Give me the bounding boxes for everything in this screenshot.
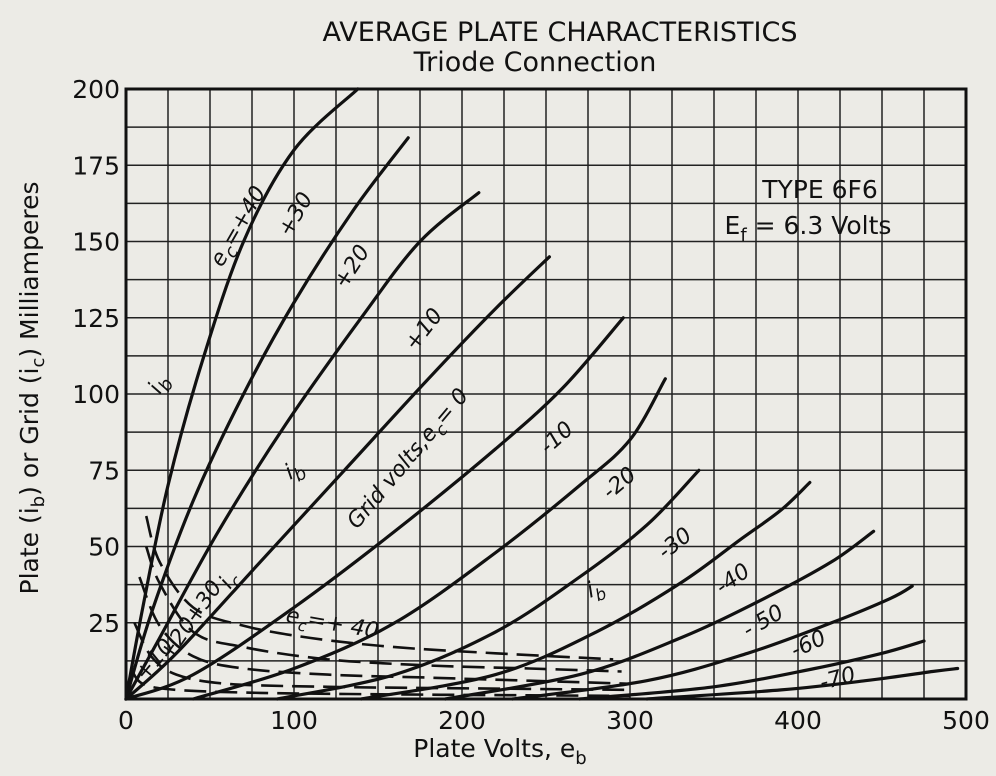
plate-curve-label: +30	[274, 188, 319, 241]
plate-curve	[124, 136, 410, 701]
grid-current-curve	[144, 515, 614, 661]
x-tick-label: 0	[118, 706, 134, 735]
plate-curve	[124, 191, 481, 701]
filament-voltage-sub: f	[740, 225, 747, 246]
y-tick-label: 175	[72, 151, 120, 180]
y-tick-label: 125	[72, 304, 120, 333]
y-tick-label: 75	[88, 456, 120, 485]
plate-curve	[124, 87, 360, 701]
grid-lines	[126, 89, 966, 699]
plate-curve	[645, 666, 960, 701]
plate-curve-label: +10	[400, 304, 448, 356]
plate-curve	[124, 316, 625, 701]
filament-voltage-value: = 6.3 Volts	[747, 211, 892, 240]
tube-type: TYPE 6F6	[761, 175, 878, 204]
y-axis-label-5: ) Milliamperes	[15, 182, 44, 358]
x-tick-label: 200	[438, 706, 486, 735]
plate-curve	[578, 639, 926, 701]
plate-curve-label: -40	[711, 559, 755, 600]
x-tick-label: 100	[270, 706, 318, 735]
plate-curve	[124, 255, 551, 701]
grid-current-curves	[129, 515, 631, 698]
plate-curve-label: -10	[535, 417, 578, 460]
plate-curve-label: ec=+40	[206, 182, 276, 273]
plate-curve-label: -30	[653, 523, 697, 565]
chart-title: AVERAGE PLATE CHARACTERISTICS	[323, 17, 798, 48]
plate-curve	[510, 584, 914, 701]
grid-current-curve	[133, 622, 631, 692]
x-tick-label: 400	[774, 706, 822, 735]
y-tick-label: 25	[88, 609, 120, 638]
info-box: TYPE 6F6 Ef = 6.3 Volts	[725, 175, 892, 246]
y-tick-label: 150	[72, 228, 120, 257]
plate-curve-label: -60	[787, 626, 830, 664]
y-axis-label-2: b	[28, 496, 49, 507]
ib-label: ib	[281, 455, 311, 490]
x-axis-label-main: Plate Volts, e	[413, 734, 575, 763]
y-axis-label-4: c	[28, 358, 49, 368]
plate-curve-label: -20	[598, 462, 642, 504]
ib-label: ib	[144, 370, 179, 400]
y-tick-label: 50	[88, 533, 120, 562]
grid-current-curve	[138, 576, 631, 686]
filament-voltage-symbol: E	[725, 211, 741, 240]
tick-labels: 0 100 200 300 400 500 25 50 75 100 125 150 175 200	[72, 75, 990, 735]
y-axis-label-3: ) or Grid (i	[15, 368, 44, 496]
chart-subtitle: Triode Connection	[413, 47, 657, 78]
plate-curve-label: Grid volts,ec= 0	[342, 384, 477, 537]
grid-current-curve	[129, 667, 631, 698]
y-tick-label: 100	[72, 380, 120, 409]
plate-curve	[275, 468, 701, 701]
y-tick-label: 200	[72, 75, 120, 104]
plate-curve	[443, 529, 876, 701]
x-tick-label: 300	[606, 706, 654, 735]
y-axis-label: Plate (ib) or Grid (ic) Milliamperes	[15, 182, 49, 595]
grid-current-curve	[144, 546, 622, 673]
x-axis-label-sub: b	[575, 748, 586, 769]
plot-frame	[124, 87, 968, 701]
x-axis-label: Plate Volts, eb	[413, 734, 586, 769]
x-tick-label: 500	[942, 706, 990, 735]
plate-curve	[191, 377, 667, 701]
plate-curve	[359, 480, 812, 701]
filament-voltage: Ef = 6.3 Volts	[725, 211, 892, 246]
y-axis-label-1: Plate (i	[15, 507, 44, 594]
